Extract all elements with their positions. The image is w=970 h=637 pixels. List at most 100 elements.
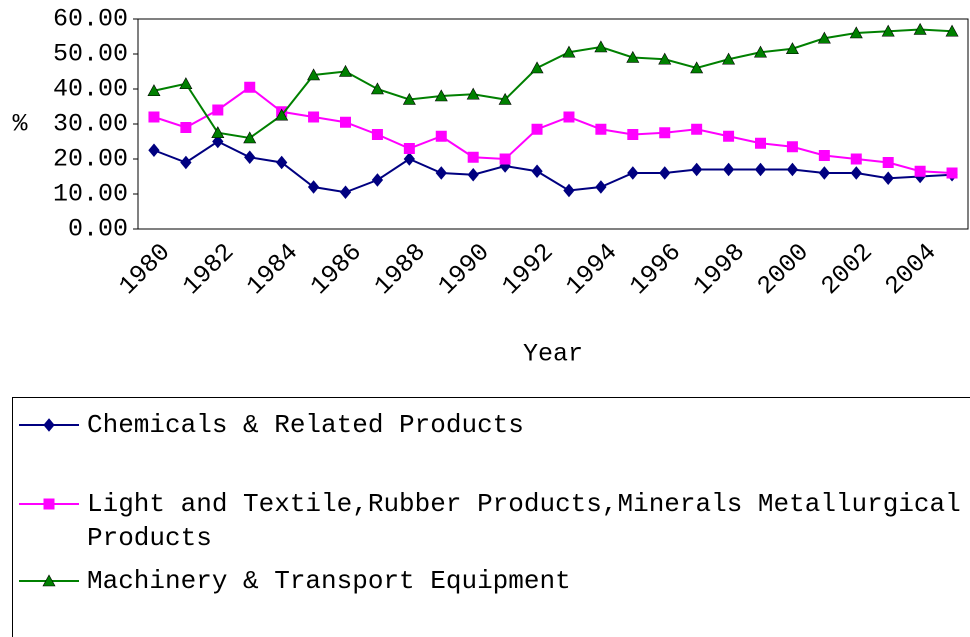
marker bbox=[498, 92, 512, 105]
marker bbox=[659, 166, 671, 180]
marker bbox=[370, 82, 384, 95]
y-tick-label: 0.00 bbox=[68, 215, 128, 244]
marker bbox=[626, 50, 640, 63]
marker bbox=[307, 180, 320, 194]
x-tick-label: 2002 bbox=[816, 238, 879, 301]
marker bbox=[595, 180, 607, 194]
marker bbox=[148, 143, 160, 158]
legend: Chemicals & Related Products Light and Te… bbox=[12, 397, 970, 637]
marker bbox=[722, 52, 736, 65]
legend-swatch bbox=[19, 498, 79, 510]
marker bbox=[212, 104, 224, 116]
marker bbox=[595, 123, 607, 135]
marker bbox=[785, 42, 799, 55]
marker bbox=[690, 61, 704, 74]
x-tick-label: 2004 bbox=[880, 238, 943, 301]
marker bbox=[723, 130, 735, 142]
x-tick-label: 1986 bbox=[305, 238, 368, 301]
marker bbox=[882, 157, 894, 168]
marker bbox=[755, 137, 766, 149]
marker bbox=[467, 167, 479, 182]
x-tick-label: 1988 bbox=[369, 238, 432, 301]
series-line bbox=[153, 28, 953, 140]
marker bbox=[786, 162, 799, 177]
marker bbox=[530, 61, 544, 74]
marker bbox=[307, 68, 321, 81]
marker bbox=[276, 155, 288, 170]
legend-swatch bbox=[19, 418, 79, 432]
marker bbox=[434, 89, 448, 102]
marker bbox=[913, 22, 927, 35]
y-tick-label: 30.00 bbox=[53, 110, 128, 139]
marker bbox=[212, 134, 224, 149]
marker bbox=[627, 129, 639, 140]
x-tick-label: 2000 bbox=[752, 238, 815, 301]
legend-label: Chemicals & Related Products bbox=[87, 410, 524, 440]
marker bbox=[563, 111, 575, 123]
legend-item: Light and Textile,Rubber Products,Minera… bbox=[13, 487, 970, 555]
marker bbox=[562, 45, 576, 58]
legend-swatch bbox=[19, 574, 79, 587]
marker bbox=[658, 52, 672, 65]
chart: % Year 0.00 10.00 20.00 30.00 40.00 50.00 60.0… bbox=[12, 5, 969, 369]
legend-label: Light and Textile,Rubber Products,Minera… bbox=[87, 489, 961, 553]
marker bbox=[818, 166, 830, 180]
marker bbox=[817, 31, 831, 44]
x-tick-label: 1980 bbox=[113, 238, 176, 301]
marker bbox=[466, 87, 480, 100]
marker bbox=[180, 122, 192, 133]
marker bbox=[753, 45, 768, 58]
marker bbox=[371, 173, 384, 187]
legend-item: Chemicals & Related Products bbox=[13, 408, 970, 442]
y-axis-label: % bbox=[12, 110, 28, 139]
marker bbox=[371, 129, 383, 140]
marker bbox=[403, 143, 415, 154]
marker bbox=[339, 185, 352, 200]
x-tick-label: 1990 bbox=[433, 238, 496, 301]
y-tick-label: 10.00 bbox=[53, 180, 128, 209]
marker bbox=[147, 84, 161, 97]
y-tick-label: 50.00 bbox=[53, 40, 128, 69]
marker bbox=[402, 92, 416, 105]
marker bbox=[754, 162, 767, 177]
series-line bbox=[153, 140, 953, 194]
marker bbox=[691, 162, 703, 177]
marker bbox=[180, 155, 192, 170]
marker bbox=[881, 24, 895, 37]
marker bbox=[914, 165, 926, 177]
x-tick-label: 1994 bbox=[560, 238, 623, 301]
marker bbox=[340, 116, 351, 128]
marker bbox=[148, 111, 160, 123]
marker bbox=[403, 152, 415, 166]
y-tick-label: 60.00 bbox=[53, 5, 128, 34]
marker bbox=[275, 108, 289, 121]
marker bbox=[244, 150, 256, 165]
marker bbox=[243, 131, 257, 144]
marker bbox=[338, 64, 353, 77]
marker bbox=[722, 162, 735, 177]
legend-label: Machinery & Transport Equipment bbox=[87, 566, 571, 596]
x-tick-label: 1984 bbox=[241, 238, 304, 301]
marker bbox=[531, 164, 543, 179]
y-tick-label: 40.00 bbox=[53, 75, 128, 104]
marker bbox=[43, 418, 55, 432]
marker bbox=[435, 130, 447, 142]
marker bbox=[882, 171, 894, 186]
marker bbox=[42, 574, 56, 587]
x-tick-label: 1982 bbox=[177, 238, 240, 301]
marker bbox=[563, 183, 575, 198]
x-axis-label: Year bbox=[523, 340, 583, 369]
marker bbox=[244, 81, 256, 93]
marker bbox=[627, 166, 639, 180]
marker bbox=[659, 127, 671, 139]
marker bbox=[786, 141, 798, 153]
marker bbox=[308, 111, 320, 123]
marker bbox=[435, 166, 447, 180]
marker bbox=[467, 151, 479, 163]
marker bbox=[946, 167, 958, 179]
marker bbox=[849, 26, 863, 39]
marker bbox=[211, 126, 225, 139]
x-tick-label: 1996 bbox=[624, 238, 687, 301]
legend-item: Machinery & Transport Equipment bbox=[13, 564, 970, 598]
